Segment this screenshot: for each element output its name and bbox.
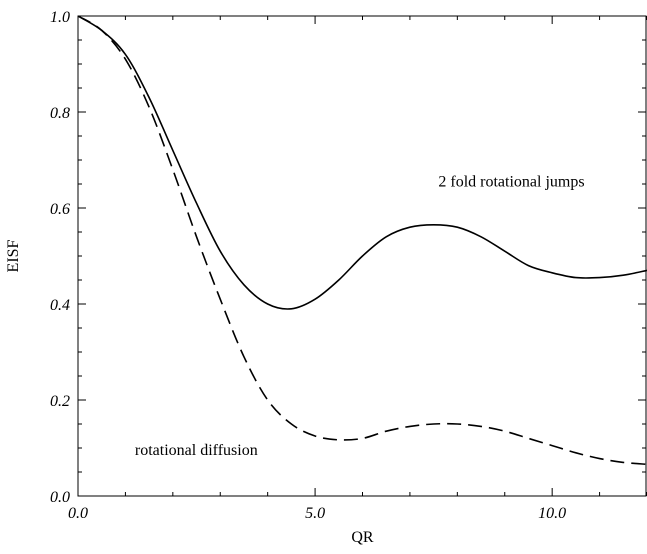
y-tick-label: 0.8 — [50, 105, 70, 122]
y-tick-label: 0.4 — [50, 297, 70, 314]
curve-annotation: rotational diffusion — [135, 442, 258, 459]
x-tick-label: 0.0 — [68, 505, 88, 522]
solid-curve — [77, 15, 647, 310]
dashed-curve — [77, 15, 647, 466]
y-tick-label: 0.2 — [50, 393, 70, 410]
x-tick-label: 5.0 — [305, 505, 325, 522]
y-axis-title: EISF — [5, 239, 22, 272]
y-tick-label: 0.6 — [50, 201, 70, 218]
y-tick-label: 1.0 — [50, 9, 70, 26]
x-tick-label: 10.0 — [538, 505, 566, 522]
y-tick-label: 0.0 — [50, 489, 70, 506]
curve-annotation: 2 fold rotational jumps — [438, 173, 584, 190]
x-axis-title: QR — [351, 529, 374, 546]
